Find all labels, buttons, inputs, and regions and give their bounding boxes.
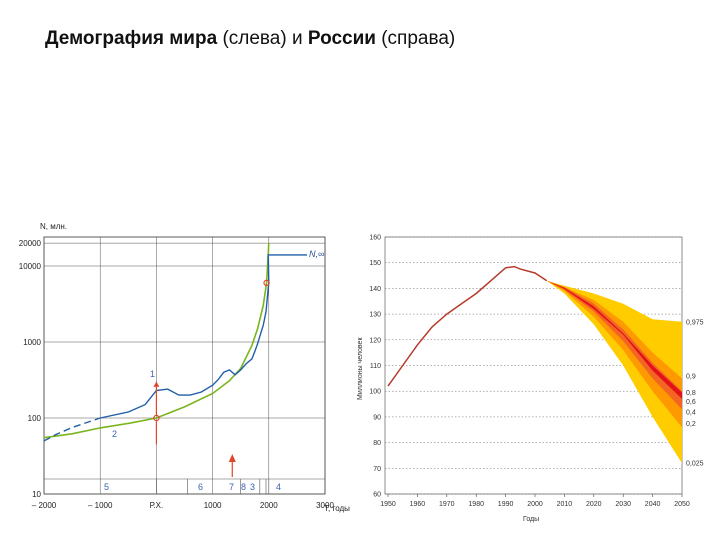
russia-gridlines bbox=[385, 236, 683, 497]
russia-x-tick-label: 2050 bbox=[674, 501, 690, 508]
russia-x-tick-label: 2040 bbox=[645, 501, 661, 508]
russia-x-tick-label: 2030 bbox=[615, 501, 631, 508]
russia-x-tick-label: 1980 bbox=[468, 501, 484, 508]
title-part-world: Демография мира bbox=[45, 28, 218, 49]
russia-x-axis-label: Годы bbox=[523, 516, 539, 523]
world-series-lines bbox=[43, 243, 307, 442]
russia-y-tick-label: 100 bbox=[369, 389, 381, 396]
russia-quantile-label: 0,9 bbox=[686, 373, 696, 380]
world-x-tick-label: Р.Х. bbox=[150, 501, 164, 510]
title-part-left: (слева) и bbox=[217, 28, 308, 49]
russia-quantile-label: 0,975 bbox=[686, 319, 704, 326]
russia-y-tick-label: 60 bbox=[373, 492, 381, 499]
title-part-russia: России bbox=[307, 28, 376, 49]
russia-population-chart: 60 70 80 90 100 110 120 130 140 150 160 1950 1960 197… bbox=[357, 235, 704, 524]
russia-quantile-labels: 0,975 0,9 0,8 0,6 0,4 0,2 0,025 bbox=[686, 319, 704, 467]
russia-history-polyline bbox=[387, 265, 548, 387]
russia-quantile-label: 0,8 bbox=[686, 390, 696, 397]
russia-quantile-label: 0,4 bbox=[686, 409, 696, 416]
russia-y-tick-label: 150 bbox=[369, 260, 381, 267]
world-x-tick-label: 3000 bbox=[316, 501, 334, 510]
russia-y-tick-label: 120 bbox=[369, 337, 381, 344]
world-y-tick-label: 10 bbox=[32, 490, 41, 499]
russia-y-tick-label: 90 bbox=[373, 414, 381, 421]
russia-y-tick-label: 140 bbox=[369, 286, 381, 293]
russia-quantile-label: 0,6 bbox=[686, 399, 696, 406]
world-data-line-early bbox=[43, 417, 101, 442]
world-annotation-8: 8 bbox=[241, 482, 246, 492]
world-y-tick-label: 20000 bbox=[19, 239, 42, 248]
russia-y-tick-label: 80 bbox=[373, 440, 381, 447]
world-marker-zero bbox=[153, 414, 160, 422]
world-x-tick-label: – 1000 bbox=[88, 501, 113, 510]
world-markers bbox=[153, 279, 270, 477]
russia-y-axis-label: Миллионы человек bbox=[357, 337, 364, 400]
world-model-curve bbox=[43, 243, 270, 439]
russia-x-tick-label: 2010 bbox=[557, 501, 573, 508]
russia-x-tick-label: 1950 bbox=[380, 501, 396, 508]
world-population-chart: – 2000 – 1000 Р.Х. 1000 2000 3000 10 100 1000 100… bbox=[19, 222, 350, 513]
world-annotation-n-infinity: N,∞ bbox=[309, 249, 324, 259]
world-annotation-1: 1 bbox=[150, 369, 155, 379]
world-y-tick-label: 10000 bbox=[19, 262, 42, 271]
world-annotation-5: 5 bbox=[104, 482, 109, 492]
world-annotation-6: 6 bbox=[198, 482, 203, 492]
world-data-line bbox=[100, 282, 270, 419]
russia-y-tick-label: 70 bbox=[373, 466, 381, 473]
russia-x-tick-label: 1990 bbox=[498, 501, 514, 508]
world-y-axis-label: N, млн. bbox=[40, 222, 67, 231]
world-period-bands bbox=[44, 478, 325, 494]
world-annotation-2: 2 bbox=[112, 429, 117, 439]
world-plot-frame bbox=[43, 236, 326, 495]
world-marker-arrow-head bbox=[153, 381, 160, 387]
world-marker-transition bbox=[263, 279, 270, 287]
world-gridlines bbox=[43, 237, 326, 495]
world-x-tick-label: 1000 bbox=[204, 501, 222, 510]
slide-title: Демография мира (слева) и России (справа… bbox=[45, 28, 455, 50]
russia-quantile-label: 0,025 bbox=[686, 461, 704, 468]
russia-forecast-band-0 bbox=[546, 280, 682, 464]
world-annotation-4: 4 bbox=[276, 482, 281, 492]
world-x-axis-label: T, годы bbox=[324, 504, 350, 513]
russia-forecast-bands bbox=[546, 280, 682, 464]
russia-x-tick-label: 2020 bbox=[586, 501, 602, 508]
world-tick-labels: – 2000 – 1000 Р.Х. 1000 2000 3000 10 100 1000 100… bbox=[19, 239, 335, 510]
world-marker-arrow-up-head bbox=[228, 454, 236, 462]
russia-y-tick-label: 160 bbox=[369, 235, 381, 242]
russia-quantile-label: 0,2 bbox=[686, 421, 696, 428]
russia-x-tick-label: 1970 bbox=[439, 501, 455, 508]
world-asymptote-line bbox=[267, 254, 307, 283]
russia-history-line bbox=[387, 265, 548, 387]
world-x-tick-label: – 2000 bbox=[32, 501, 57, 510]
russia-tick-labels: 60 70 80 90 100 110 120 130 140 150 160 1950 1960 197… bbox=[369, 235, 690, 509]
russia-x-tick-label: 1960 bbox=[410, 501, 426, 508]
world-y-tick-label: 100 bbox=[28, 414, 42, 423]
title-part-right: (справа) bbox=[375, 28, 456, 49]
russia-x-tick-label: 2000 bbox=[527, 501, 543, 508]
russia-y-tick-label: 110 bbox=[370, 363, 381, 370]
world-annotation-3: 3 bbox=[250, 482, 255, 492]
russia-y-tick-label: 130 bbox=[369, 312, 381, 319]
world-x-tick-label: 2000 bbox=[260, 501, 278, 510]
world-annotation-7: 7 bbox=[229, 482, 234, 492]
world-y-tick-label: 1000 bbox=[23, 338, 41, 347]
